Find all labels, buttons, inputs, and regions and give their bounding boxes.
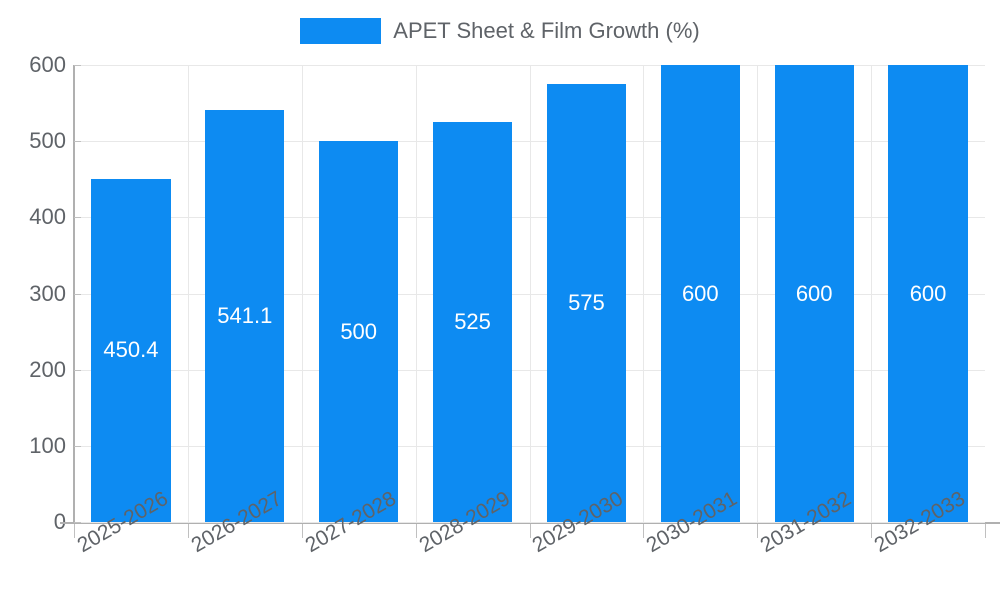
- x-axis-tick-mark: [643, 524, 644, 538]
- bar-group[interactable]: 600: [660, 65, 740, 522]
- y-axis-tick-label: 600: [29, 52, 66, 77]
- bar-group[interactable]: 600: [888, 65, 968, 522]
- y-axis-tick-label: 300: [29, 281, 66, 306]
- gridline-vertical: [871, 65, 872, 522]
- gridline-horizontal: [74, 141, 985, 142]
- bar[interactable]: [660, 65, 740, 522]
- bar-group[interactable]: 450.4: [91, 65, 171, 522]
- y-axis-tick-labels: 0 100 200 300 400 500 600: [0, 54, 66, 533]
- x-axis-tick-mark: [985, 524, 986, 538]
- x-axis-line: [60, 522, 1000, 524]
- gridline-horizontal: [74, 65, 985, 66]
- bar[interactable]: [546, 84, 626, 522]
- y-axis-tick-mark: [74, 141, 81, 142]
- plot-area: 450.4 541.1 500 525 575 600 600 600: [74, 65, 985, 523]
- legend-color-swatch-icon: [300, 18, 382, 44]
- bar[interactable]: [888, 65, 968, 522]
- legend-item-apet-sheet-film-growth[interactable]: APET Sheet & Film Growth (%): [300, 18, 700, 44]
- bar[interactable]: [319, 141, 399, 522]
- bar-group[interactable]: 600: [774, 65, 854, 522]
- x-axis-tick-mark: [757, 524, 758, 538]
- chart-legend: APET Sheet & Film Growth (%): [0, 10, 1000, 52]
- x-axis-tick-mark: [188, 524, 189, 538]
- y-axis-tick-mark: [74, 217, 81, 218]
- gridline-horizontal: [74, 522, 985, 523]
- y-axis-tick-label: 400: [29, 204, 66, 229]
- x-axis-tick-labels: 2025-2026 2026-2027 2027-2028 2028-2029 2029…: [73, 487, 986, 600]
- x-axis-tick-mark: [302, 524, 303, 538]
- y-axis-tick-label: 100: [29, 433, 66, 458]
- y-axis-tick-label: 500: [29, 128, 66, 153]
- bar[interactable]: [205, 109, 285, 522]
- bar-group[interactable]: 525: [432, 65, 513, 522]
- gridline-horizontal: [74, 217, 985, 218]
- y-axis-tick-mark: [74, 522, 81, 523]
- gridline-vertical: [530, 65, 531, 522]
- y-axis-tick-label: 0: [6, 511, 66, 533]
- gridline-horizontal: [74, 446, 985, 447]
- gridline-vertical: [757, 65, 758, 522]
- gridline-horizontal: [74, 294, 985, 295]
- legend-item-label: APET Sheet & Film Growth (%): [393, 18, 700, 43]
- x-axis-tick-mark: [530, 524, 531, 538]
- bar-group[interactable]: 541.1: [205, 65, 285, 522]
- gridline-vertical: [416, 65, 417, 522]
- x-axis-tick-mark: [74, 524, 75, 538]
- y-axis-tick-mark: [74, 294, 81, 295]
- y-axis-tick-label: 200: [29, 357, 66, 382]
- bar[interactable]: [91, 178, 171, 522]
- y-axis-tick-mark: [74, 65, 81, 66]
- x-axis-tick-mark: [416, 524, 417, 538]
- gridline-vertical: [188, 65, 189, 522]
- bars-layer: 450.4 541.1 500 525 575 600 600 600: [74, 65, 985, 522]
- bar-group[interactable]: 500: [319, 65, 399, 522]
- bar-group[interactable]: 575: [546, 65, 626, 522]
- gridline-horizontal: [74, 370, 985, 371]
- y-axis-tick-mark: [74, 370, 81, 371]
- x-axis-tick-mark: [871, 524, 872, 538]
- gridline-vertical: [643, 65, 644, 522]
- gridline-vertical: [302, 65, 303, 522]
- y-axis-tick-mark: [74, 446, 81, 447]
- bar[interactable]: [774, 65, 854, 522]
- bar[interactable]: [432, 122, 513, 522]
